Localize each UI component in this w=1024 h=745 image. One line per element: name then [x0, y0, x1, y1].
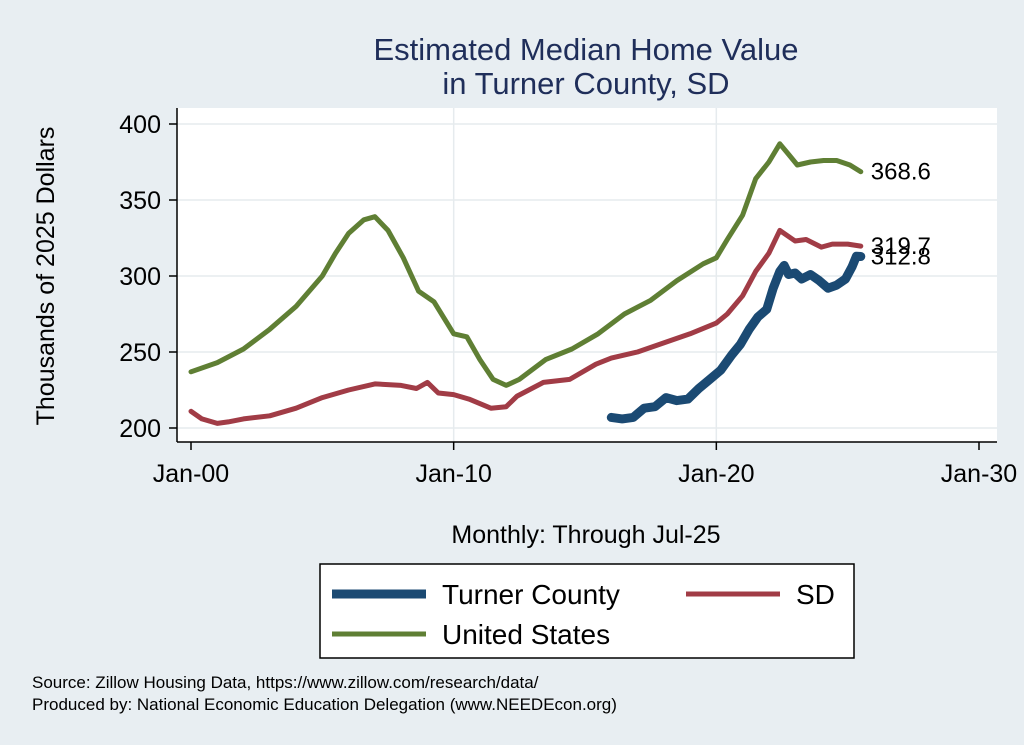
x-axis-title: Monthly: Through Jul-25 [451, 521, 720, 549]
y-tick-label-400: 400 [119, 111, 161, 139]
axes: 200 250 300 350 400 Jan-00 Jan-10 Jan-20 Jan-30 [119, 108, 1017, 488]
title-line-1: Estimated Median Home Value [373, 32, 798, 67]
x-tick-label-jan-30: Jan-30 [941, 460, 1017, 488]
end-label-united-states: 368.6 [871, 159, 931, 186]
end-label-turner-county: 312.8 [871, 244, 931, 271]
x-tick-label-jan-10: Jan-10 [415, 460, 491, 488]
series-lines [188, 141, 866, 426]
legend-box [319, 563, 855, 659]
y-tick-label-350: 350 [119, 187, 161, 215]
gridlines [177, 108, 997, 442]
legend-label-turner-county: Turner County [442, 579, 620, 610]
y-axis-title: Thousands of 2025 Dollars [32, 127, 60, 426]
plot-area [177, 108, 997, 442]
end-label-sd: 319.7 [871, 233, 931, 260]
legend: Turner County SD United States [319, 563, 855, 659]
source-note-line-2: Produced by: National Economic Education… [32, 695, 617, 714]
x-tick-label-jan-00: Jan-00 [153, 460, 229, 488]
series-line-sd [188, 227, 864, 426]
y-tick-label-250: 250 [119, 339, 161, 367]
series-line-turner-county [606, 251, 866, 424]
y-tick-label-300: 300 [119, 263, 161, 291]
series-line-united-states [188, 141, 864, 388]
chart-title: Estimated Median Home Value in Turner Co… [373, 32, 798, 101]
y-tick-label-200: 200 [119, 415, 161, 443]
source-note-line-1: Source: Zillow Housing Data, https://www… [32, 673, 539, 692]
x-tick-label-jan-20: Jan-20 [678, 460, 754, 488]
legend-label-united-states: United States [442, 619, 610, 650]
title-line-2: in Turner County, SD [442, 66, 729, 101]
legend-label-sd: SD [796, 579, 835, 610]
